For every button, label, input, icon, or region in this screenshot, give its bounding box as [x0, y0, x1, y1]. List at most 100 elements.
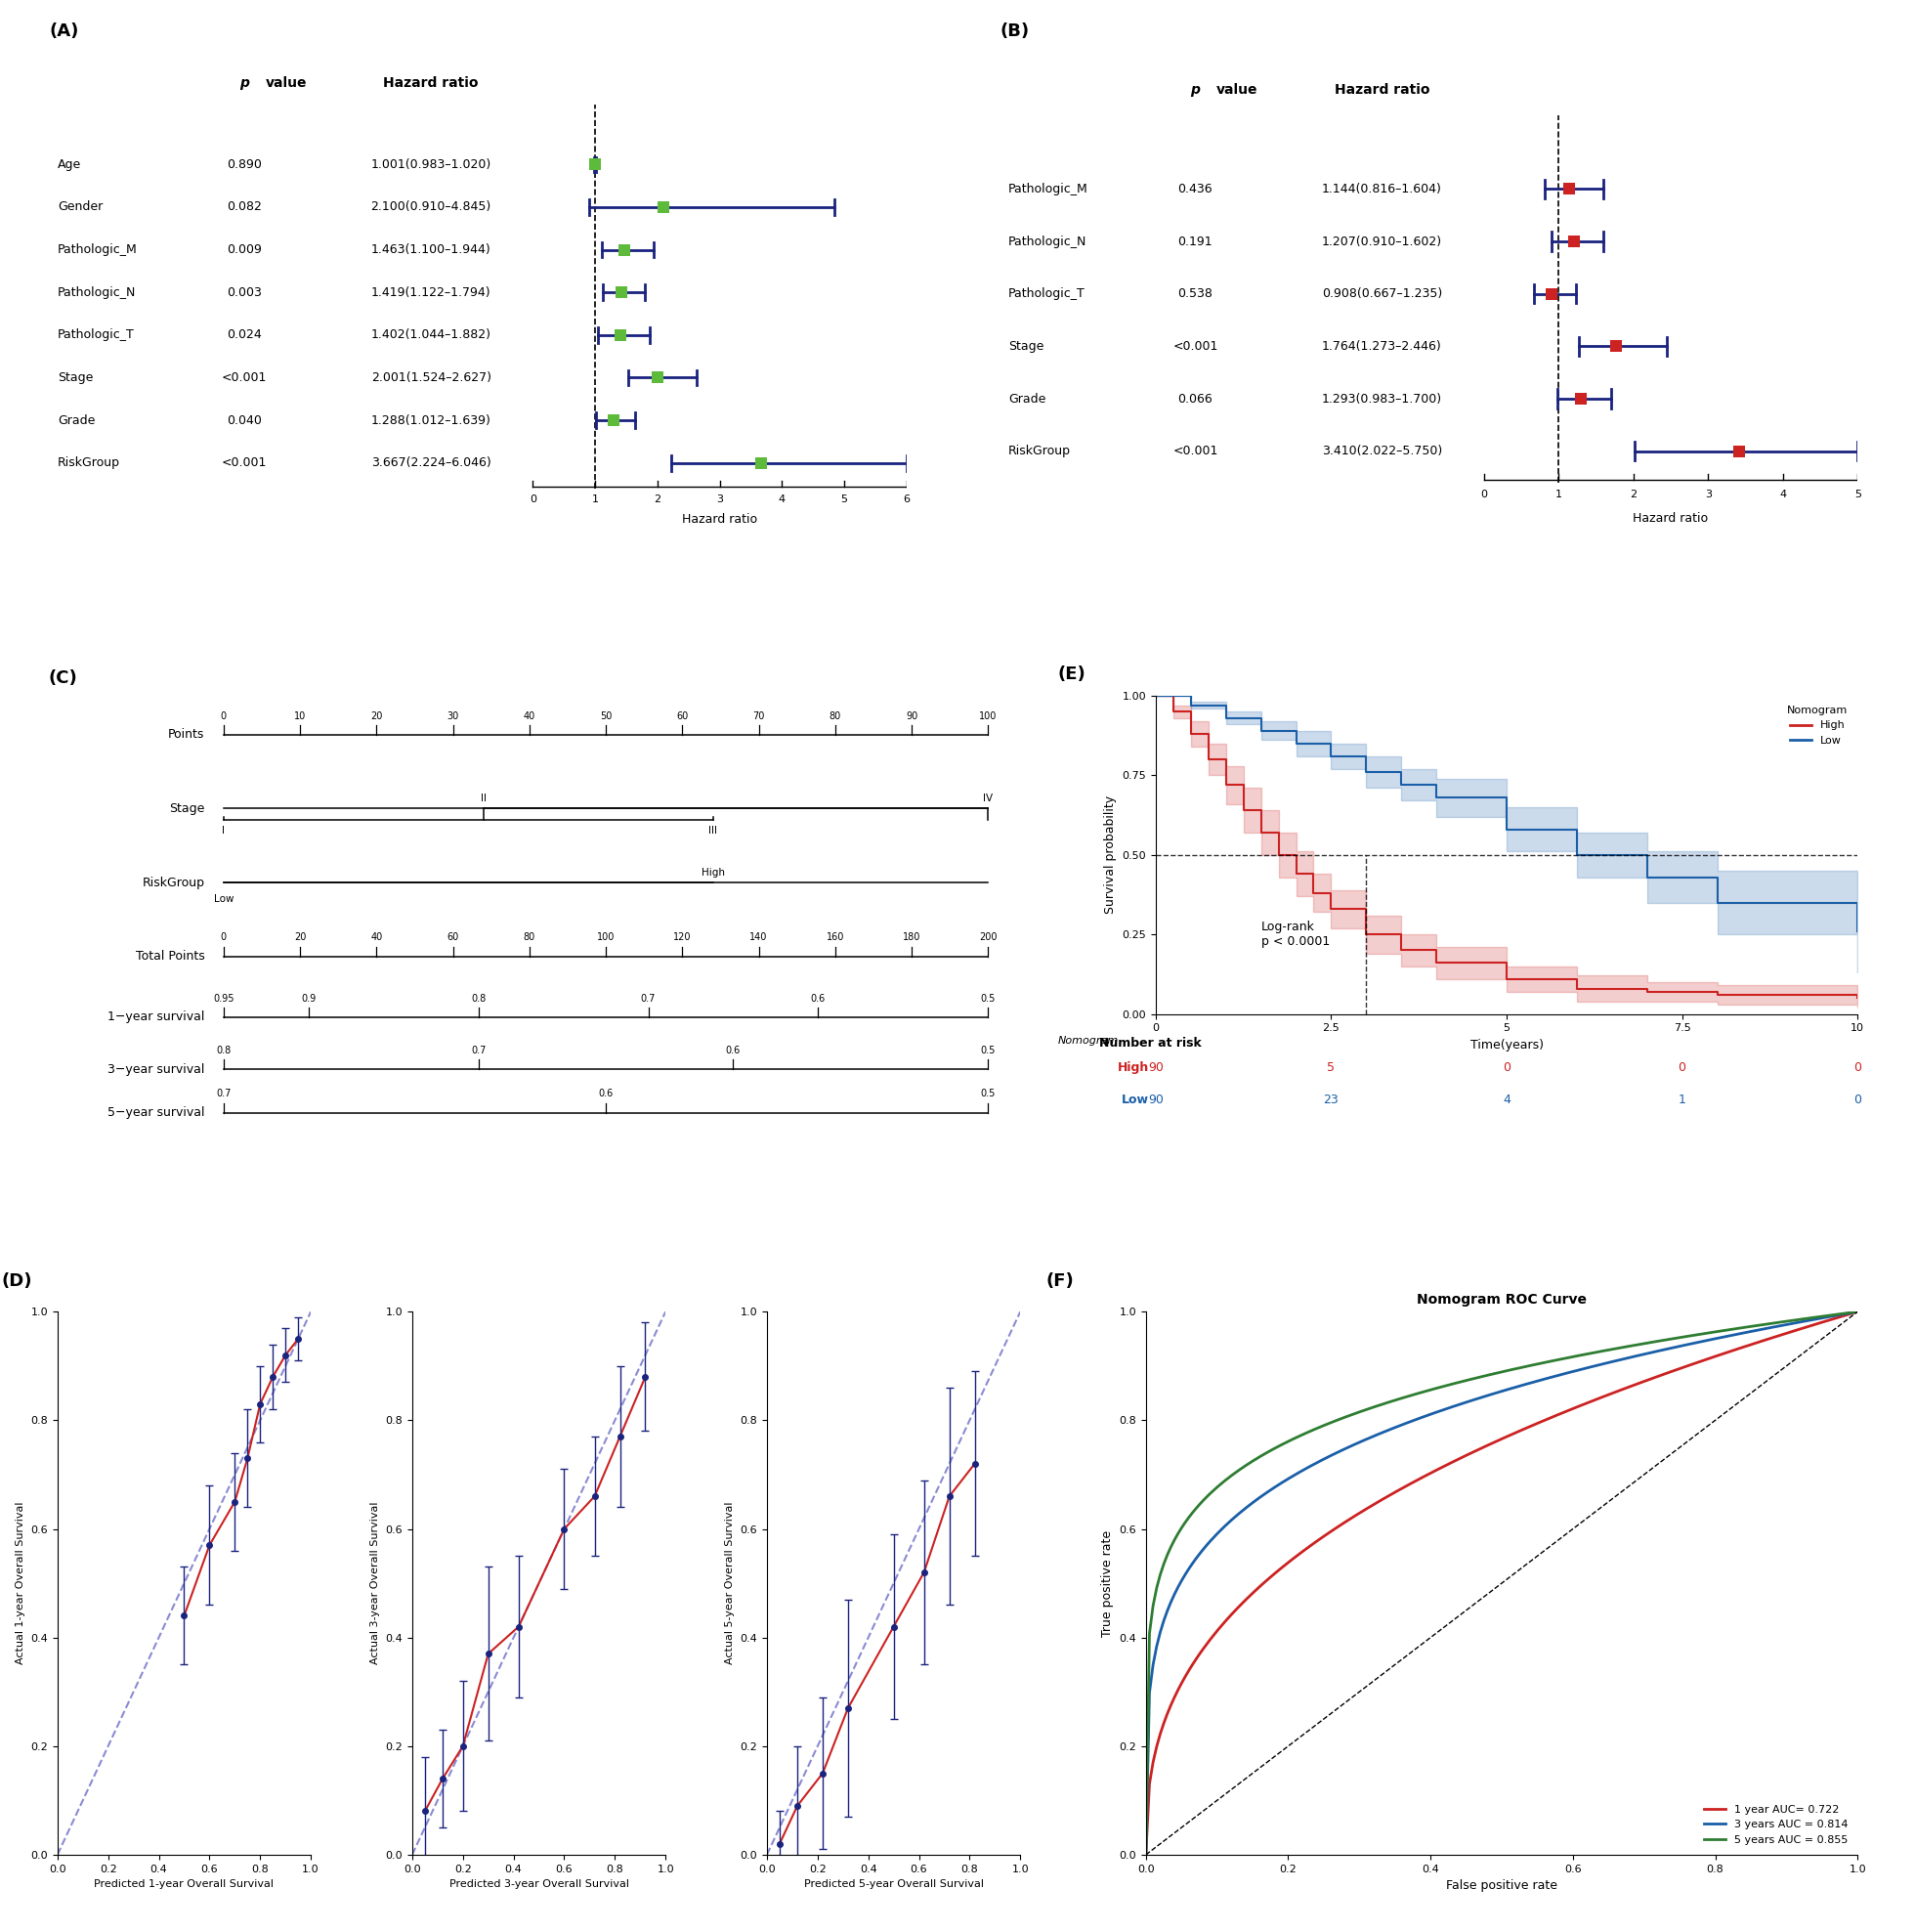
Text: p: p — [1191, 83, 1201, 97]
Text: 0: 0 — [1503, 1061, 1511, 1074]
1 year AUC= 0.722 — [1162, 1685, 1185, 1708]
Text: Pathologic_M: Pathologic_M — [57, 243, 138, 257]
Text: 20: 20 — [295, 933, 306, 943]
Title: Nomogram ROC Curve: Nomogram ROC Curve — [1417, 1293, 1588, 1306]
Text: 120: 120 — [674, 933, 691, 943]
X-axis label: Predicted 1-year Overall Survival: Predicted 1-year Overall Survival — [94, 1880, 274, 1889]
Text: 4: 4 — [1779, 489, 1787, 498]
Text: 2.001(1.524–2.627): 2.001(1.524–2.627) — [372, 371, 490, 384]
Text: 1: 1 — [592, 495, 599, 504]
Text: 3: 3 — [716, 495, 724, 504]
Text: 3: 3 — [1704, 489, 1712, 498]
5 years AUC = 0.855 — [1810, 1304, 1833, 1327]
Text: (A): (A) — [50, 21, 79, 41]
Text: High: High — [701, 867, 724, 877]
Text: <0.001: <0.001 — [1172, 444, 1218, 458]
Text: 0.908(0.667–1.235): 0.908(0.667–1.235) — [1321, 288, 1442, 299]
Text: 3.410(2.022–5.750): 3.410(2.022–5.750) — [1321, 444, 1442, 458]
5 years AUC = 0.855 — [1846, 1300, 1869, 1323]
Text: 0: 0 — [530, 495, 536, 504]
1 year AUC= 0.722 — [1785, 1318, 1808, 1341]
Text: 0.7: 0.7 — [216, 1090, 232, 1099]
Legend: High, Low: High, Low — [1783, 701, 1852, 750]
Text: 1.419(1.122–1.794): 1.419(1.122–1.794) — [372, 286, 490, 299]
Text: RiskGroup: RiskGroup — [57, 456, 121, 469]
Text: Pathologic_M: Pathologic_M — [1009, 184, 1088, 195]
Text: 3.667(2.224–6.046): 3.667(2.224–6.046) — [372, 456, 490, 469]
Text: 0: 0 — [1678, 1061, 1685, 1074]
Text: value: value — [266, 77, 306, 91]
Text: <0.001: <0.001 — [1172, 340, 1218, 354]
Text: 80: 80 — [829, 711, 841, 721]
Text: II: II — [481, 794, 486, 804]
Text: 90: 90 — [1147, 1094, 1164, 1107]
Text: Hazard ratio: Hazard ratio — [1335, 83, 1431, 97]
Text: 180: 180 — [902, 933, 921, 943]
Text: 0.9: 0.9 — [301, 993, 316, 1003]
3 years AUC = 0.814 — [1178, 1557, 1201, 1580]
Text: 0.6: 0.6 — [810, 993, 825, 1003]
Text: 2.100(0.910–4.845): 2.100(0.910–4.845) — [372, 201, 492, 214]
Text: Pathologic_T: Pathologic_T — [57, 328, 134, 342]
Text: (C): (C) — [48, 668, 77, 688]
Text: Age: Age — [57, 158, 80, 170]
Text: 1.288(1.012–1.639): 1.288(1.012–1.639) — [372, 413, 490, 427]
Text: 100: 100 — [597, 933, 615, 943]
3 years AUC = 0.814 — [1266, 1474, 1289, 1497]
Text: Low: Low — [1122, 1094, 1149, 1107]
Text: 0.066: 0.066 — [1178, 392, 1212, 406]
Text: RiskGroup: RiskGroup — [1009, 444, 1070, 458]
Line: 1 year AUC= 0.722: 1 year AUC= 0.722 — [1145, 1312, 1858, 1855]
Text: Stage: Stage — [57, 371, 94, 384]
Text: 1.207(0.910–1.602): 1.207(0.910–1.602) — [1321, 236, 1442, 247]
Text: 5: 5 — [841, 495, 848, 504]
Text: (F): (F) — [1046, 1273, 1074, 1291]
Text: Grade: Grade — [1009, 392, 1046, 406]
3 years AUC = 0.814 — [1162, 1582, 1185, 1605]
Text: 2: 2 — [1630, 489, 1637, 498]
Text: Points: Points — [169, 728, 205, 742]
Text: 0.5: 0.5 — [980, 993, 996, 1003]
Text: Total Points: Total Points — [136, 951, 205, 962]
Text: (E): (E) — [1057, 665, 1086, 682]
Line: 3 years AUC = 0.814: 3 years AUC = 0.814 — [1145, 1312, 1858, 1855]
Text: 0.5: 0.5 — [980, 1045, 996, 1055]
Text: III: III — [709, 825, 718, 835]
Text: 1.001(0.983–1.020): 1.001(0.983–1.020) — [372, 158, 492, 170]
Text: 0.191: 0.191 — [1178, 236, 1212, 247]
Text: 0: 0 — [1480, 489, 1488, 498]
1 year AUC= 0.722 — [1178, 1660, 1201, 1683]
Text: 40: 40 — [370, 933, 383, 943]
Text: 0.8: 0.8 — [471, 993, 486, 1003]
Text: Stage: Stage — [1009, 340, 1044, 354]
Text: 0.5: 0.5 — [980, 1090, 996, 1099]
Y-axis label: Actual 1-year Overall Survival: Actual 1-year Overall Survival — [15, 1501, 25, 1665]
1 year AUC= 0.722 — [1134, 1843, 1157, 1866]
Y-axis label: Actual 5-year Overall Survival: Actual 5-year Overall Survival — [726, 1501, 735, 1665]
Text: IV: IV — [982, 794, 994, 804]
Text: 70: 70 — [753, 711, 764, 721]
Text: p: p — [239, 77, 249, 91]
Text: High: High — [1116, 1061, 1149, 1074]
X-axis label: Time(years): Time(years) — [1471, 1039, 1543, 1051]
Text: 4: 4 — [779, 495, 785, 504]
X-axis label: False positive rate: False positive rate — [1446, 1880, 1557, 1891]
Text: 90: 90 — [1147, 1061, 1164, 1074]
Text: 20: 20 — [370, 711, 383, 721]
Text: Stage: Stage — [169, 802, 205, 815]
Text: Grade: Grade — [57, 413, 96, 427]
Text: 1: 1 — [1678, 1094, 1685, 1107]
Text: 6: 6 — [904, 495, 910, 504]
Text: 0.040: 0.040 — [226, 413, 262, 427]
1 year AUC= 0.722 — [1323, 1517, 1346, 1540]
Text: Gender: Gender — [57, 201, 103, 214]
Text: <0.001: <0.001 — [222, 371, 266, 384]
Text: 1.463(1.100–1.944): 1.463(1.100–1.944) — [372, 243, 490, 257]
Line: 5 years AUC = 0.855: 5 years AUC = 0.855 — [1145, 1312, 1858, 1855]
Text: Pathologic_T: Pathologic_T — [1009, 288, 1086, 299]
Text: 0.95: 0.95 — [213, 993, 234, 1003]
Text: Nomogram: Nomogram — [1057, 1036, 1118, 1045]
Text: 0: 0 — [220, 933, 226, 943]
Text: 4: 4 — [1503, 1094, 1511, 1107]
3 years AUC = 0.814 — [1323, 1441, 1346, 1464]
